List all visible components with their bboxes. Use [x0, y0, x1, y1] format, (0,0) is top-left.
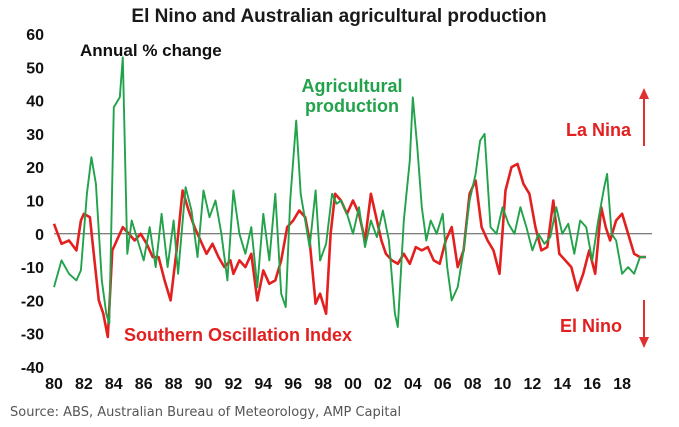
y-tick-label: -30 — [21, 327, 44, 344]
x-tick-label: 90 — [195, 376, 213, 393]
x-tick-label: 08 — [464, 376, 482, 393]
x-tick-label: 94 — [254, 376, 272, 393]
agri-label-line-1: Agricultural — [301, 76, 402, 96]
x-tick-label: 96 — [284, 376, 302, 393]
up-arrow-icon — [639, 88, 649, 146]
y-tick-label: 20 — [26, 160, 44, 177]
x-tick-label: 10 — [494, 376, 512, 393]
x-tick-label: 04 — [404, 376, 422, 393]
y-tick-label: 10 — [26, 194, 44, 211]
x-tick-label: 06 — [434, 376, 452, 393]
x-tick-label: 00 — [344, 376, 362, 393]
series-line-southern-oscillation-index — [52, 162, 646, 339]
x-tick-label: 02 — [374, 376, 392, 393]
soi-label: Southern Oscillation Index — [124, 325, 352, 345]
y-tick-label: -40 — [21, 360, 44, 377]
agri-label-line-2: production — [305, 96, 399, 116]
source-note: Source: ABS, Australian Bureau of Meteor… — [10, 405, 402, 420]
x-tick-label: 98 — [314, 376, 332, 393]
x-tick-label: 88 — [165, 376, 183, 393]
y-tick-label: 30 — [26, 127, 44, 144]
y-tick-label: -10 — [21, 260, 44, 277]
x-tick-label: 18 — [613, 376, 631, 393]
x-tick-label: 82 — [75, 376, 93, 393]
chart-title: El Nino and Australian agricultural prod… — [131, 6, 546, 27]
x-tick-label: 84 — [105, 376, 123, 393]
down-arrow-icon — [639, 300, 649, 348]
y-tick-label: -20 — [21, 293, 44, 310]
y-tick-label: 40 — [26, 94, 44, 111]
y-tick-label: 60 — [26, 27, 44, 44]
chart-subtitle: Annual % change — [80, 41, 222, 60]
series-line-agricultural-production — [53, 56, 646, 328]
x-axis: 80 82 84 86 88 90 92 94 96 98 00 02 04 06 08 10 12 14 16 18 — [45, 376, 631, 393]
x-tick-label: 80 — [45, 376, 63, 393]
y-tick-label: 50 — [26, 60, 44, 77]
x-tick-label: 92 — [225, 376, 243, 393]
x-tick-label: 12 — [524, 376, 542, 393]
y-axis: 60 50 40 30 20 10 0 -10 -20 -30 -40 — [21, 27, 44, 377]
la-nina-label: La Nina — [566, 120, 632, 140]
y-tick-label: 0 — [35, 227, 44, 244]
x-tick-label: 14 — [553, 376, 571, 393]
x-tick-label: 16 — [583, 376, 601, 393]
el-nino-label: El Nino — [560, 316, 622, 336]
x-tick-label: 86 — [135, 376, 153, 393]
